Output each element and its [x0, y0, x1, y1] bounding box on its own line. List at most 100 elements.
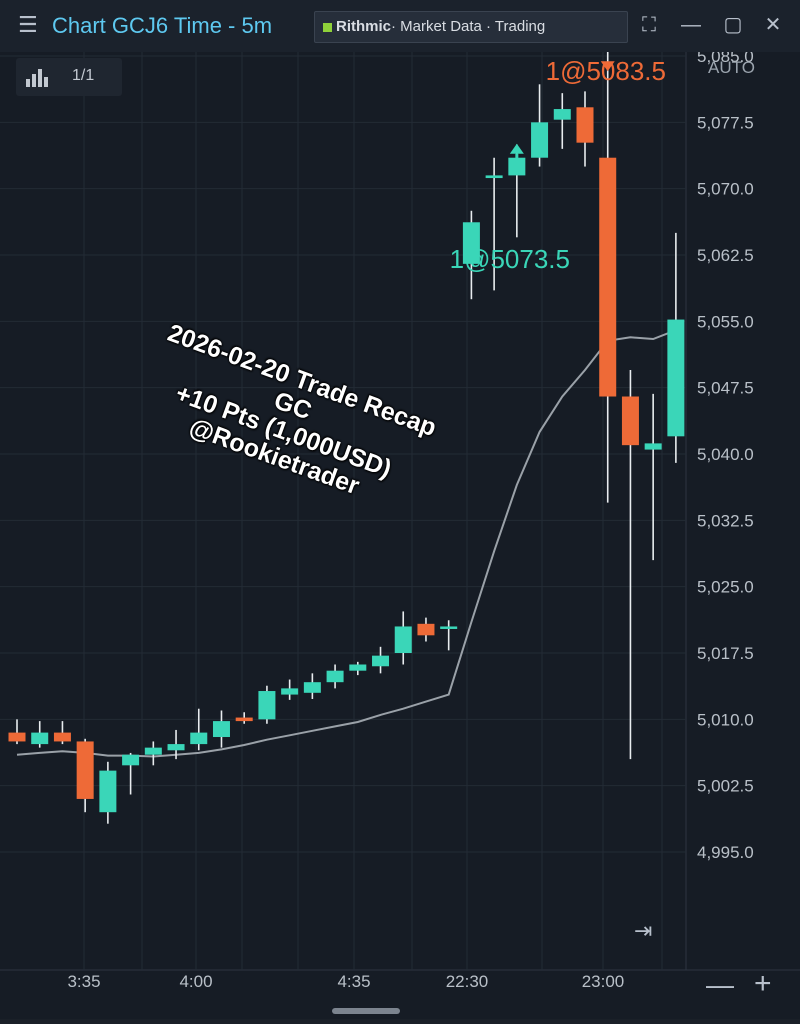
candle-body	[372, 655, 390, 667]
buy-fill-label: 1@5073.5	[450, 244, 570, 274]
candle	[576, 91, 594, 167]
candle	[144, 741, 162, 766]
candle	[303, 673, 321, 699]
bar-chart-icon[interactable]	[26, 67, 48, 87]
candle	[394, 611, 412, 665]
y-tick-label: 5,010.0	[697, 710, 754, 729]
candle	[462, 210, 480, 300]
candle-body	[326, 670, 344, 683]
candle-body	[440, 626, 458, 629]
y-tick-label: 4,995.0	[697, 843, 754, 862]
candle	[190, 708, 208, 751]
candle-body	[235, 717, 253, 722]
y-tick-label: 5,077.5	[697, 113, 754, 132]
hamburger-icon[interactable]: ☰	[18, 12, 38, 37]
scroll-to-end-icon[interactable]: ⇥	[634, 918, 653, 943]
x-tick-label: 23:00	[582, 972, 625, 991]
candle	[31, 721, 49, 748]
zoom-in-button[interactable]: +	[754, 967, 772, 1000]
candle	[167, 729, 185, 760]
candle-body	[349, 664, 367, 671]
candle-body	[599, 157, 617, 397]
candle	[76, 738, 94, 813]
candle	[531, 84, 549, 167]
candle	[326, 664, 344, 689]
candle	[417, 617, 435, 642]
fullscreen-icon[interactable]: ⛶	[642, 14, 656, 36]
y-tick-label: 5,047.5	[697, 379, 754, 398]
candle-body	[53, 732, 71, 742]
candle	[212, 710, 230, 748]
candle	[349, 661, 367, 676]
y-tick-label: 5,002.5	[697, 777, 754, 796]
y-tick-label: 5,040.0	[697, 445, 754, 464]
candle	[667, 232, 685, 463]
x-tick-label: 3:35	[67, 972, 100, 991]
y-tick-label: 5,070.0	[697, 180, 754, 199]
candle	[644, 393, 662, 561]
minimize-icon[interactable]: —	[681, 14, 701, 36]
candle	[485, 157, 503, 291]
title-bar: ☰ Chart GCJ6 Time - 5m Rithmic· Market D…	[0, 0, 800, 53]
buy-marker-icon	[509, 143, 524, 154]
y-tick-label: 5,032.5	[697, 511, 754, 530]
candle-body	[394, 626, 412, 653]
buy-marker-stem	[515, 153, 519, 162]
candle-body	[508, 157, 526, 176]
window-title: Chart GCJ6 Time - 5m	[52, 13, 273, 38]
sell-fill-label: 1@5083.5	[546, 56, 666, 86]
horizontal-scrollbar[interactable]	[332, 1008, 400, 1014]
brand-tagline: · Market Data · Trading	[391, 18, 546, 35]
candle-body	[99, 770, 117, 813]
rithmic-logo-icon	[323, 22, 332, 32]
candle-body	[8, 732, 26, 742]
rithmic-banner: Rithmic· Market Data · Trading	[314, 11, 628, 43]
y-tick-label: 5,062.5	[697, 246, 754, 265]
candle	[122, 752, 140, 795]
x-tick-label: 22:30	[446, 972, 489, 991]
y-tick-label: 5,055.0	[697, 312, 754, 331]
candle-body	[553, 109, 571, 120]
candle-body	[644, 443, 662, 450]
price-chart[interactable]: 1@5083.5 1@5073.5 5,085.0 5,077.5 5,070.0 5,…	[0, 52, 800, 1022]
x-tick-label: 4:35	[337, 972, 370, 991]
candle	[440, 620, 458, 651]
candle	[599, 52, 617, 503]
candle-body	[531, 122, 549, 158]
candle	[99, 761, 117, 824]
candle	[53, 721, 71, 745]
candle-body	[212, 721, 230, 738]
y-tick-label: 5,017.5	[697, 644, 754, 663]
candle-body	[462, 222, 480, 264]
candle-body	[190, 732, 208, 745]
close-icon[interactable]: ✕	[764, 14, 782, 36]
candle-body	[576, 107, 594, 143]
candle-body	[76, 741, 94, 799]
brand-name: Rithmic	[336, 18, 392, 35]
x-tick-label: 4:00	[179, 972, 212, 991]
candle	[8, 719, 26, 745]
candle	[553, 93, 571, 149]
candle	[281, 679, 299, 700]
chart-background	[0, 52, 800, 1022]
sell-marker-icon	[600, 61, 615, 72]
candle-body	[621, 396, 639, 446]
bottom-border	[0, 1019, 800, 1024]
candle-body	[303, 682, 321, 693]
zoom-out-button[interactable]: —	[706, 969, 734, 1000]
candle-body	[122, 754, 140, 766]
candle-body	[144, 747, 162, 755]
y-tick-label: 5,085.0	[697, 52, 754, 66]
maximize-icon[interactable]: ▢	[723, 14, 743, 36]
y-tick-label: 5,025.0	[697, 578, 754, 597]
candle-body	[281, 688, 299, 695]
candle-body	[258, 691, 276, 720]
candle	[235, 712, 253, 724]
candle-body	[167, 744, 185, 751]
candle	[258, 685, 276, 724]
candle	[372, 646, 390, 674]
candle	[621, 369, 639, 760]
candle-body	[485, 175, 503, 179]
page-count: 1/1	[72, 67, 95, 84]
auto-scale-button[interactable]: AUTO	[708, 58, 755, 77]
